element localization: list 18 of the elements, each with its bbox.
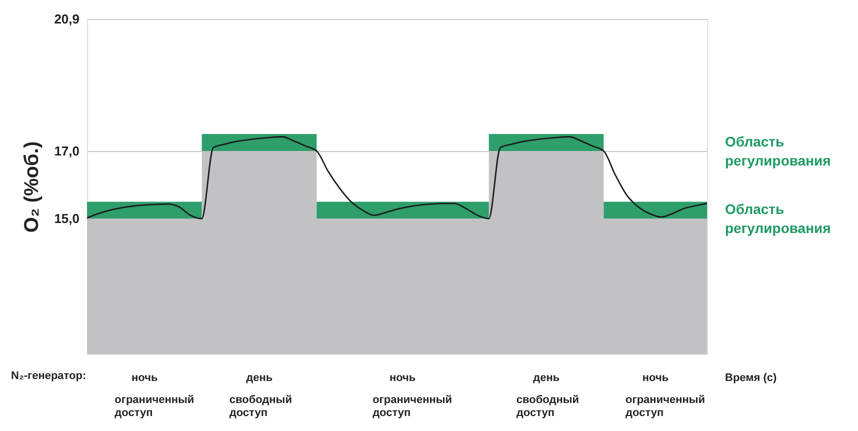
- text: N₂-генератор:: [11, 370, 86, 382]
- text: Область регулирования: [725, 134, 831, 169]
- text: ограниченный доступ: [114, 394, 194, 419]
- text: день: [246, 372, 273, 384]
- text: свободный доступ: [229, 394, 292, 419]
- text: ночь: [389, 372, 416, 384]
- y-tick-label: 20,9: [54, 12, 80, 26]
- y-axis-title: O₂ (%об.): [21, 141, 44, 233]
- text: день: [533, 372, 560, 384]
- text: свободный доступ: [516, 394, 580, 419]
- text: ночь: [642, 372, 669, 384]
- text: Область регулирования: [725, 201, 831, 236]
- y-tick-label: 15,0: [54, 211, 80, 226]
- text: Время (с): [725, 372, 778, 384]
- y-tick-label: 17,0: [54, 143, 80, 158]
- text: ограниченный доступ: [372, 394, 452, 419]
- text: ночь: [132, 372, 158, 384]
- text: ограниченный доступ: [626, 394, 706, 419]
